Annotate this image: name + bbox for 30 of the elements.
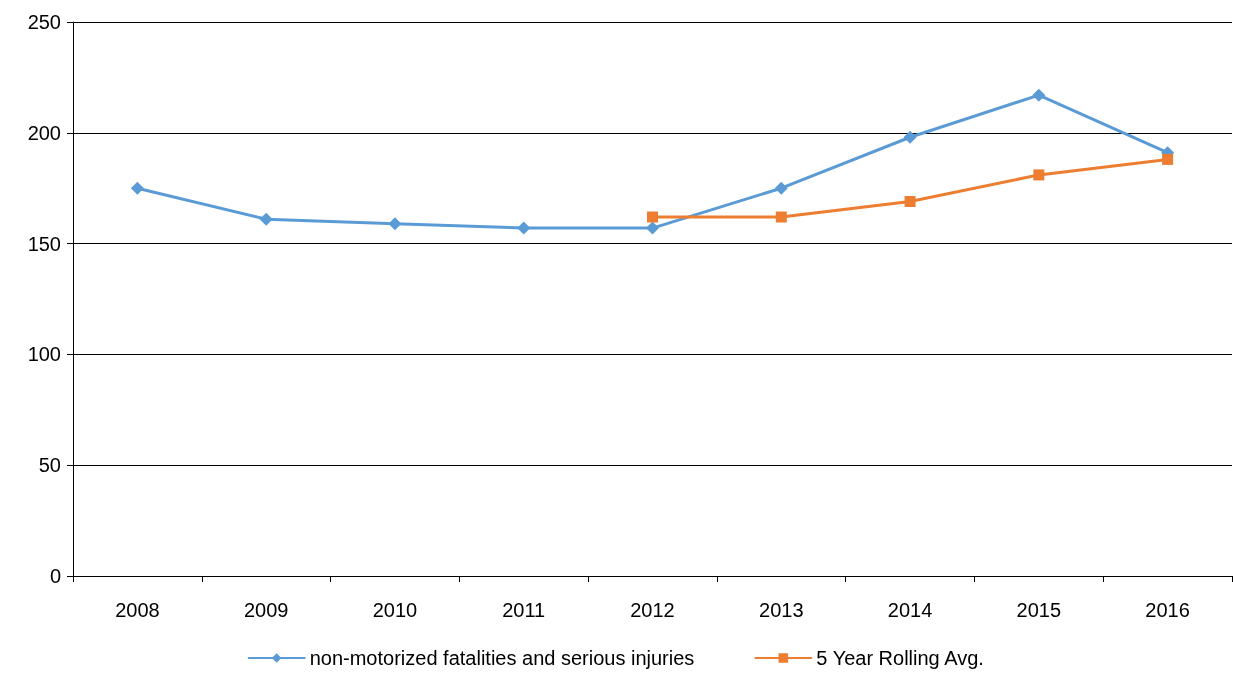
x-tick-label: 2013 <box>759 599 804 621</box>
point <box>130 181 144 195</box>
y-tick-label: 100 <box>27 343 61 366</box>
point <box>1032 88 1046 102</box>
y-tick-label: 200 <box>27 121 61 144</box>
point <box>647 211 658 223</box>
point <box>517 221 531 235</box>
y-tick-label: 0 <box>49 565 61 587</box>
x-tick-label: 2008 <box>115 599 160 621</box>
x-tick-label: 2010 <box>372 599 418 621</box>
x-tick-label: 2016 <box>1145 599 1190 621</box>
point <box>259 212 273 226</box>
x-tick-label: 2012 <box>630 599 675 621</box>
point <box>904 196 916 207</box>
x-tick-label: 2011 <box>502 599 546 621</box>
point <box>903 130 917 144</box>
legend-label: 5 Year Rolling Avg. <box>816 647 984 669</box>
x-tick-label: 2009 <box>243 599 289 621</box>
legend-label: non-motorized fatalities and serious injuries <box>309 647 695 669</box>
point <box>1162 153 1174 165</box>
y-tick-label: 150 <box>27 232 61 255</box>
point <box>774 181 788 195</box>
point <box>646 221 659 235</box>
x-tick-label: 2014 <box>887 599 933 621</box>
y-tick-label: 50 <box>38 454 61 477</box>
x-tick-label: 2015 <box>1016 599 1062 621</box>
point <box>388 217 402 231</box>
y-tick-label: 250 <box>27 11 61 33</box>
point <box>1033 169 1045 181</box>
point <box>775 211 787 223</box>
